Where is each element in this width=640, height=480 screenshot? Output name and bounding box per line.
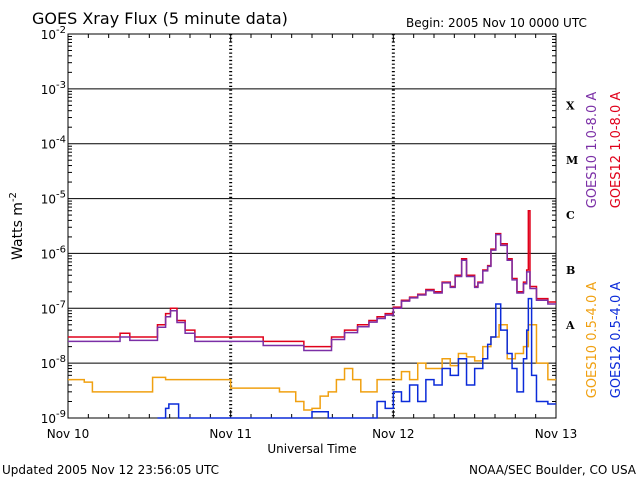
- y-tick-exponent: -4: [56, 135, 66, 146]
- y-tick-label: 10-8: [41, 354, 66, 371]
- x-tick-label: Nov 12: [372, 427, 415, 441]
- y-tick-base: 10: [41, 302, 56, 316]
- y-tick-base: 10: [41, 138, 56, 152]
- y-tick-label: 10-3: [41, 80, 66, 97]
- y-tick-base: 10: [41, 83, 56, 97]
- legend-item: GOES12 1.0-8.0 A: [609, 92, 624, 209]
- legend-item: GOES10 1.0-8.0 A: [585, 92, 600, 209]
- y-tick-label: 10-7: [41, 299, 66, 316]
- flare-class-x: X: [566, 99, 575, 112]
- y-tick-exponent: -8: [56, 354, 66, 365]
- begin-label: Begin: 2005 Nov 10 0000 UTC: [406, 16, 587, 30]
- y-tick-exponent: -9: [56, 409, 66, 420]
- y-tick-base: 10: [41, 412, 56, 426]
- flare-class-m: M: [566, 154, 578, 167]
- y-axis-title: Watts m-2: [8, 192, 26, 260]
- y-tick-label: 10-6: [41, 244, 66, 261]
- flare-class-labels: X M C B A: [565, 99, 578, 331]
- y-tick-label: 10-2: [41, 25, 66, 42]
- decade-gridlines: [68, 88, 556, 364]
- y-tick-exponent: -7: [56, 299, 66, 310]
- series-goes10-1-0-8-0-a: [68, 233, 556, 352]
- y-tick-base: 10: [41, 193, 56, 207]
- y-tick-base: 10: [41, 247, 56, 261]
- y-tick-label: 10-4: [41, 135, 66, 152]
- svg-text:Watts m-2: Watts m-2: [8, 192, 26, 260]
- credit-label: NOAA/SEC Boulder, CO USA: [469, 463, 637, 477]
- x-axis-title: Universal Time: [267, 442, 356, 456]
- y-axis-title-main: Watts m: [10, 202, 26, 260]
- y-tick-exponent: -6: [56, 244, 66, 255]
- y-tick-exponent: -3: [56, 80, 66, 91]
- y-tick-label: 10-9: [41, 409, 66, 426]
- flare-class-b: B: [566, 264, 575, 277]
- y-axis-title-exp: -2: [8, 192, 19, 202]
- x-tick-label: Nov 13: [535, 427, 578, 441]
- flare-class-c: C: [566, 209, 575, 222]
- y-tick-exponent: -2: [56, 25, 66, 36]
- y-tick-labels: 10-210-310-410-510-610-710-810-9: [41, 25, 556, 426]
- flare-class-a: A: [565, 319, 575, 332]
- day-tick-marks: [67, 34, 557, 418]
- y-tick-base: 10: [41, 28, 56, 42]
- updated-label: Updated 2005 Nov 12 23:56:05 UTC: [2, 463, 219, 477]
- legend-item: GOES10 0.5-4.0 A: [585, 282, 600, 399]
- series-goes12-0-5-4-0-a: [157, 297, 556, 419]
- flux-series: [68, 209, 556, 419]
- y-tick-label: 10-5: [41, 190, 66, 207]
- x-tick-labels: Nov 10 Nov 11 Nov 12 Nov 13: [47, 427, 578, 441]
- chart-title: GOES Xray Flux (5 minute data): [32, 9, 288, 28]
- series-goes10-0-5-4-0-a: [68, 324, 556, 411]
- x-tick-label: Nov 10: [47, 427, 90, 441]
- legend-item: GOES12 0.5-4.0 A: [609, 282, 624, 399]
- legend: GOES10 1.0-8.0 A GOES12 1.0-8.0 A GOES10 0…: [585, 92, 624, 399]
- y-tick-exponent: -5: [56, 190, 66, 201]
- y-tick-base: 10: [41, 357, 56, 371]
- x-tick-label: Nov 11: [209, 427, 252, 441]
